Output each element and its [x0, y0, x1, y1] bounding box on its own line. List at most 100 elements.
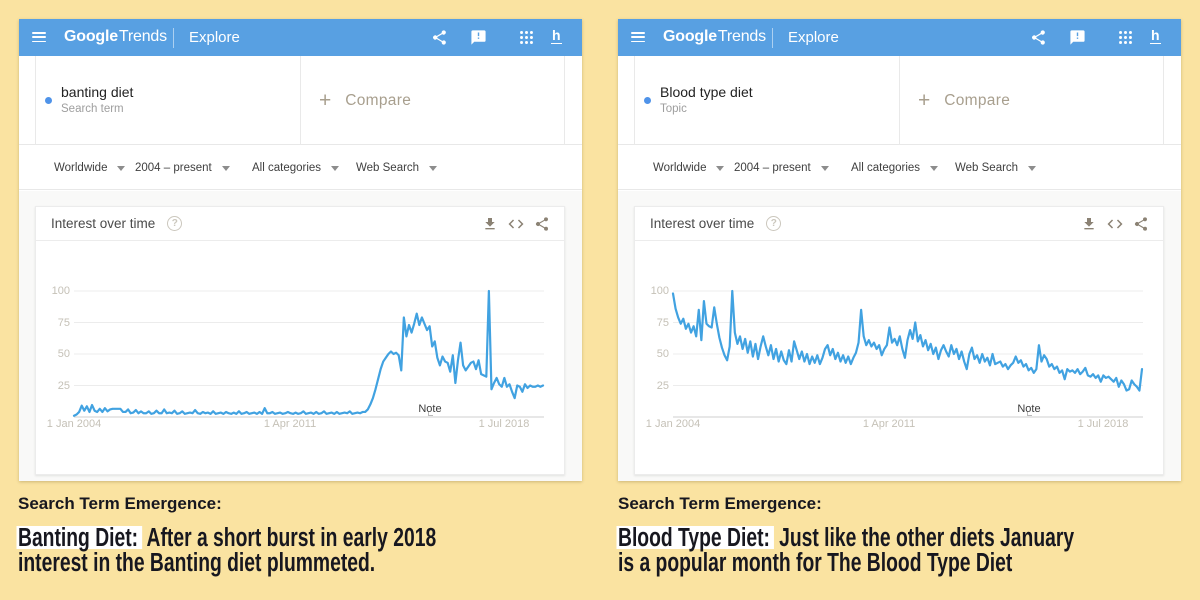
apps-grid-icon[interactable]: [518, 29, 535, 46]
line-chart: 25 50 75 100 1 Jan 2004 1 Apr 2011 1 Jul 2018 N…: [36, 241, 564, 474]
filter-daterange[interactable]: 2004 – present: [734, 146, 829, 189]
y-tick-label: 75: [656, 316, 669, 329]
search-term-type: Search term: [61, 103, 124, 115]
chart-canvas: [671, 289, 1144, 418]
search-term-cell[interactable]: Blood type diet Topic: [635, 56, 900, 145]
note-tick-icon: [1026, 412, 1032, 416]
dropdown-arrow-icon: [117, 165, 126, 171]
chart-title: Interest over time: [51, 216, 156, 231]
plus-icon: +: [918, 89, 931, 112]
logo-google: Google: [64, 28, 118, 45]
y-tick-label: 100: [650, 285, 669, 297]
y-tick-label: 100: [51, 285, 70, 297]
trends-screenshot-right: GoogleTrends Explore h Blood type diet T…: [618, 19, 1181, 481]
caption-highlight: Blood Type Diet:: [616, 525, 774, 550]
page-title: Explore: [788, 29, 839, 46]
share-icon[interactable]: [1030, 29, 1047, 46]
feedback-icon[interactable]: [1069, 29, 1086, 46]
share-chart-icon[interactable]: [1133, 216, 1149, 232]
filter-daterange[interactable]: 2004 – present: [135, 146, 230, 189]
x-tick-label: 1 Apr 2011: [862, 418, 916, 430]
y-tick-label: 50: [656, 348, 669, 360]
chart-card-header: Interest over time ?: [635, 207, 1163, 241]
plus-icon: +: [319, 89, 332, 112]
page-title: Explore: [189, 29, 240, 46]
filter-label: 2004 – present: [135, 161, 212, 174]
google-trends-logo[interactable]: GoogleTrends: [663, 28, 766, 46]
dropdown-arrow-icon: [820, 165, 829, 171]
dropdown-arrow-icon: [1028, 165, 1037, 171]
note-annotation[interactable]: Note: [418, 403, 442, 415]
y-tick-label: 25: [656, 379, 669, 392]
filter-label: Web Search: [356, 161, 420, 174]
search-term-card: banting diet Search term + Compare: [35, 56, 565, 145]
filter-category[interactable]: All categories: [851, 146, 939, 189]
chart-card-header: Interest over time ?: [36, 207, 564, 241]
app-bar: GoogleTrends Explore h: [19, 19, 582, 56]
series-color-dot: [45, 97, 52, 104]
download-icon[interactable]: [482, 216, 498, 232]
hubpages-logo[interactable]: h: [1150, 27, 1161, 44]
compare-button[interactable]: + Compare: [301, 56, 564, 145]
filter-region[interactable]: Worldwide: [54, 146, 126, 189]
y-tick-label: 25: [57, 379, 70, 392]
filter-label: Web Search: [955, 161, 1019, 174]
x-tick-label: 1 Jul 2018: [478, 418, 530, 430]
series-line: [72, 289, 545, 417]
caption-text: Just like the other diets January: [773, 523, 1075, 552]
search-band: Blood type diet Topic + Compare: [618, 56, 1181, 145]
chart-canvas: [72, 289, 545, 418]
compare-button[interactable]: + Compare: [900, 56, 1163, 145]
logo-trends: Trends: [717, 28, 766, 45]
y-tick-label: 50: [57, 348, 70, 360]
feedback-icon[interactable]: [470, 29, 487, 46]
caption-right: Search Term Emergence: Blood Type Diet: …: [616, 494, 1198, 577]
search-term-cell[interactable]: banting diet Search term: [36, 56, 301, 145]
filters-bar: Worldwide 2004 – present All categories …: [618, 146, 1181, 190]
embed-code-icon[interactable]: [507, 215, 525, 233]
caption-kicker: Search Term Emergence:: [618, 494, 822, 513]
search-term-label: Blood type diet: [660, 84, 753, 100]
interest-over-time-card: Interest over time ? 25 50 75 100 1 Jan 2004…: [634, 206, 1164, 475]
filter-searchtype[interactable]: Web Search: [356, 146, 438, 189]
filter-category[interactable]: All categories: [252, 146, 340, 189]
x-tick-label: 1 Jul 2018: [1077, 418, 1129, 430]
embed-code-icon[interactable]: [1106, 215, 1124, 233]
caption-body: Banting Diet: After a short burst in ear…: [16, 525, 598, 577]
share-chart-icon[interactable]: [534, 216, 550, 232]
content-area: Interest over time ? 25 50 75 100 1 Jan 2004…: [618, 191, 1181, 481]
logo-trends: Trends: [118, 28, 167, 45]
caption-text-line1: Blood Type Diet: Just like the other die…: [616, 525, 1074, 552]
caption-text-line2: is a popular month for The Blood Type Di…: [618, 549, 1013, 577]
filter-label: All categories: [252, 161, 322, 174]
apps-grid-icon[interactable]: [1117, 29, 1134, 46]
google-trends-logo[interactable]: GoogleTrends: [64, 28, 167, 46]
search-band: banting diet Search term + Compare: [19, 56, 582, 145]
dropdown-arrow-icon: [221, 165, 230, 171]
note-annotation[interactable]: Note: [1017, 403, 1041, 415]
caption-text-line2: interest in the Banting diet plummeted.: [18, 549, 376, 577]
y-tick-label: 75: [57, 316, 70, 329]
caption-highlight: Banting Diet:: [16, 525, 142, 550]
filter-label: 2004 – present: [734, 161, 811, 174]
help-icon[interactable]: ?: [167, 216, 183, 231]
series-color-dot: [644, 97, 651, 104]
menu-icon[interactable]: [631, 32, 645, 43]
compare-label: Compare: [345, 91, 412, 109]
help-icon[interactable]: ?: [766, 216, 782, 231]
logo-google: Google: [663, 28, 717, 45]
series-line: [671, 289, 1144, 392]
interest-over-time-card: Interest over time ? 25 50 75 100 1 Jan 2004…: [35, 206, 565, 475]
line-chart: 25 50 75 100 1 Jan 2004 1 Apr 2011 1 Jul 2018 N…: [635, 241, 1163, 474]
filter-label: Worldwide: [54, 161, 108, 174]
filter-region[interactable]: Worldwide: [653, 146, 725, 189]
share-icon[interactable]: [431, 29, 448, 46]
x-tick-label: 1 Apr 2011: [263, 418, 317, 430]
search-term-type: Topic: [660, 103, 687, 115]
filter-searchtype[interactable]: Web Search: [955, 146, 1037, 189]
menu-icon[interactable]: [32, 32, 46, 43]
filters-bar: Worldwide 2004 – present All categories …: [19, 146, 582, 190]
hubpages-logo[interactable]: h: [551, 27, 562, 44]
download-icon[interactable]: [1081, 216, 1097, 232]
